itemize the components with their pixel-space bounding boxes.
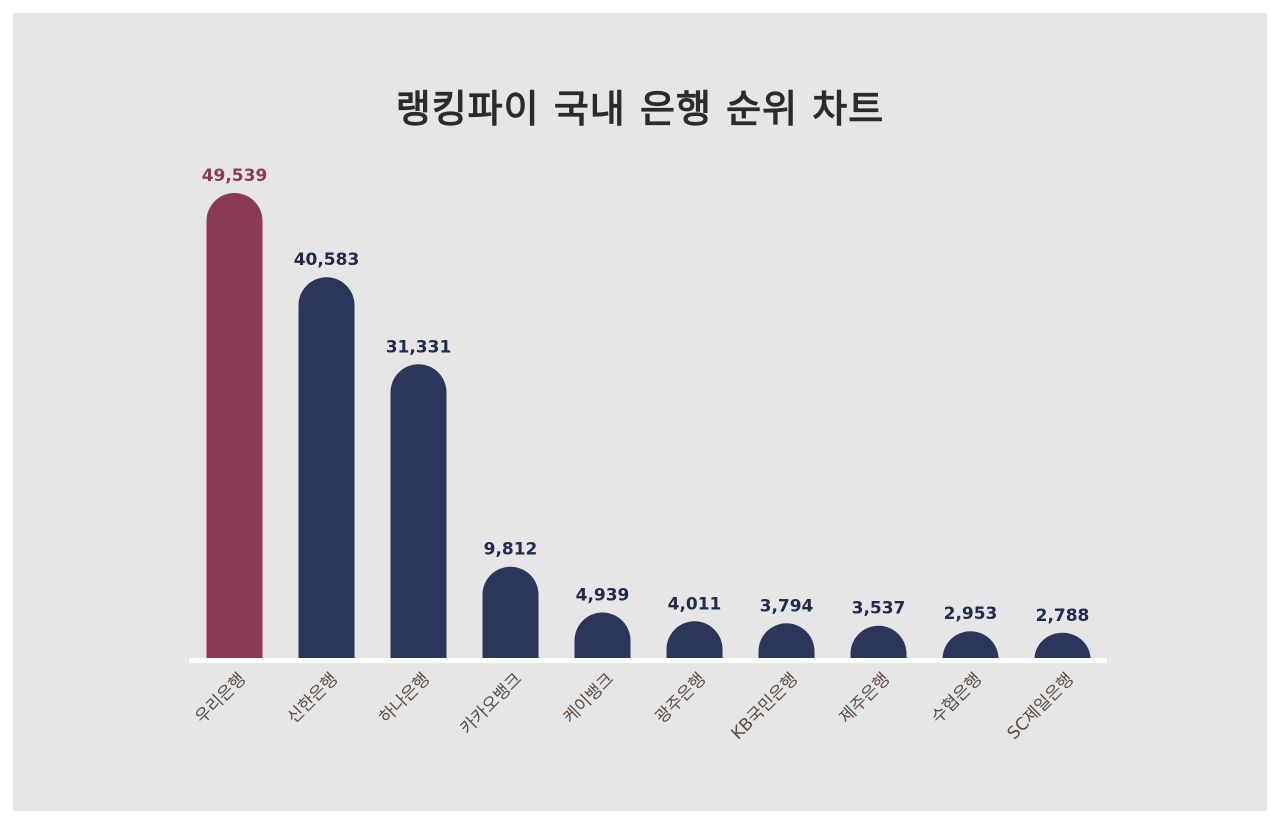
bar-9 <box>942 631 999 659</box>
value-label-4: 9,812 <box>484 540 538 560</box>
bar-8 <box>850 625 907 659</box>
category-label-9: 수협은행 <box>928 669 986 727</box>
category-label-3: 하나은행 <box>376 669 434 727</box>
category-label-4: 카카오뱅크 <box>457 669 526 738</box>
category-label-5: 케이뱅크 <box>560 669 618 727</box>
value-label-6: 4,011 <box>668 594 722 614</box>
x-axis-line <box>189 658 1107 663</box>
bar-4 <box>482 566 539 659</box>
value-labels-group: 49,539 40,583 31,331 9,812 4,939 4,011 3,794 3,… <box>202 166 1090 626</box>
category-label-7: KB국민은행 <box>728 669 803 744</box>
bar-3 <box>390 364 447 659</box>
bar-1 <box>206 193 263 659</box>
chart-title: 랭킹파이 국내 은행 순위 차트 <box>395 87 885 131</box>
category-label-2: 신한은행 <box>284 669 342 727</box>
category-labels-group: 우리은행 신한은행 하나은행 카카오뱅크 케이뱅크 광주은행 KB국민은행 제주은행 수협은행 S… <box>192 669 1078 744</box>
bar-5 <box>574 612 631 659</box>
value-label-5: 4,939 <box>576 586 630 606</box>
value-label-8: 3,537 <box>852 599 906 619</box>
category-label-6: 광주은행 <box>652 669 710 727</box>
value-label-7: 3,794 <box>760 596 814 616</box>
value-label-3: 31,331 <box>386 337 452 357</box>
bar-10 <box>1034 632 1091 659</box>
bar-7 <box>758 623 815 659</box>
bar-2 <box>298 277 355 659</box>
value-label-10: 2,788 <box>1036 606 1090 626</box>
category-label-8: 제주은행 <box>836 669 894 727</box>
category-label-1: 우리은행 <box>192 669 250 727</box>
category-label-10: SC제일은행 <box>1004 669 1078 743</box>
value-label-1: 49,539 <box>202 166 268 186</box>
value-label-2: 40,583 <box>294 250 360 270</box>
bar-6 <box>666 621 723 659</box>
bars-group <box>206 193 1091 659</box>
value-label-9: 2,953 <box>944 604 998 624</box>
